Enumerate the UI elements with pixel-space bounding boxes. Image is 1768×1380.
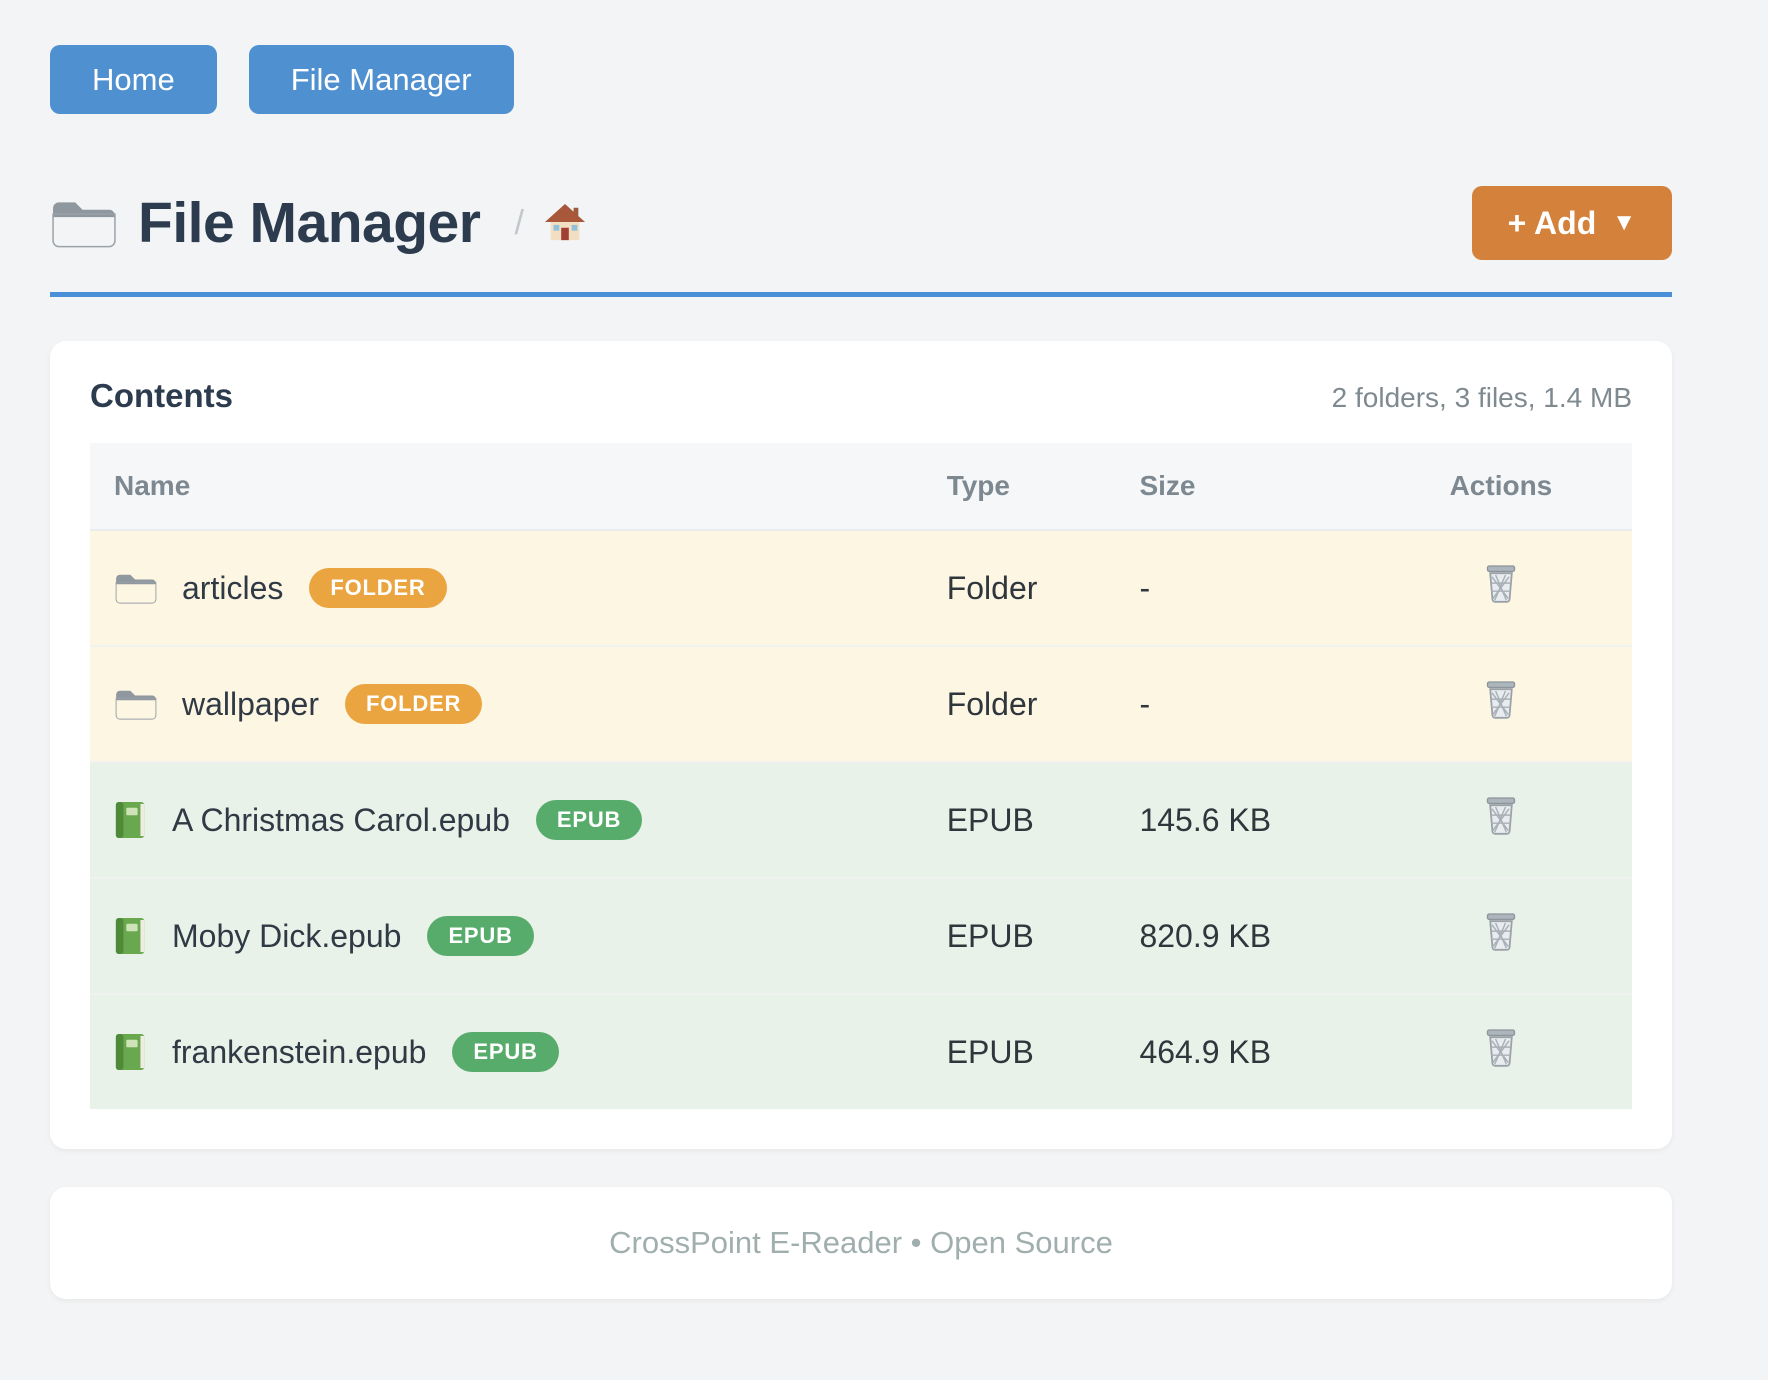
- contents-title: Contents: [90, 377, 233, 415]
- trash-icon: [1483, 1028, 1519, 1068]
- epub-badge: EPUB: [427, 916, 533, 956]
- folder-badge: FOLDER: [345, 684, 482, 724]
- folder-icon: [114, 570, 158, 606]
- folder-icon: [114, 686, 158, 722]
- chevron-down-icon: ▼: [1612, 211, 1636, 235]
- item-type: EPUB: [923, 762, 1116, 878]
- trash-icon: [1483, 912, 1519, 952]
- add-button[interactable]: + Add ▼: [1472, 186, 1672, 260]
- delete-button[interactable]: [1483, 1028, 1519, 1068]
- table-row: wallpaper FOLDER Folder -: [90, 646, 1632, 762]
- item-name-link[interactable]: articles: [182, 570, 283, 607]
- breadcrumb-separator: /: [514, 204, 523, 243]
- accent-rule: [50, 292, 1672, 297]
- folder-badge: FOLDER: [309, 568, 446, 608]
- nav-home-button[interactable]: Home: [50, 45, 217, 114]
- column-header-name: Name: [90, 443, 923, 530]
- nav-file-manager-button[interactable]: File Manager: [249, 45, 514, 114]
- folder-icon: [50, 195, 118, 251]
- home-breadcrumb-icon[interactable]: [544, 203, 586, 243]
- delete-button[interactable]: [1483, 680, 1519, 720]
- file-manager-page: Home File Manager File Manager / + Add ▼…: [0, 0, 1768, 1299]
- column-header-type: Type: [923, 443, 1116, 530]
- item-name-link[interactable]: A Christmas Carol.epub: [172, 802, 510, 839]
- trash-icon: [1483, 564, 1519, 604]
- epub-badge: EPUB: [452, 1032, 558, 1072]
- footer: CrossPoint E-Reader • Open Source: [50, 1187, 1672, 1299]
- contents-card-header: Contents 2 folders, 3 files, 1.4 MB: [90, 377, 1632, 415]
- table-row: articles FOLDER Folder -: [90, 530, 1632, 646]
- epub-badge: EPUB: [536, 800, 642, 840]
- add-button-label: + Add: [1508, 207, 1597, 239]
- item-size: -: [1115, 646, 1369, 762]
- table-row: A Christmas Carol.epub EPUB EPUB 145.6 K…: [90, 762, 1632, 878]
- page-header: File Manager / + Add ▼: [50, 186, 1672, 260]
- page-title: File Manager: [138, 190, 480, 256]
- table-header-row: Name Type Size Actions: [90, 443, 1632, 530]
- column-header-actions: Actions: [1370, 443, 1632, 530]
- item-size: 820.9 KB: [1115, 878, 1369, 994]
- item-type: EPUB: [923, 994, 1116, 1109]
- footer-text: CrossPoint E-Reader • Open Source: [609, 1225, 1113, 1260]
- book-icon: [114, 1032, 148, 1072]
- trash-icon: [1483, 796, 1519, 836]
- contents-table: Name Type Size Actions articles FOLDER: [90, 443, 1632, 1109]
- item-name-link[interactable]: wallpaper: [182, 686, 319, 723]
- item-size: 464.9 KB: [1115, 994, 1369, 1109]
- delete-button[interactable]: [1483, 564, 1519, 604]
- item-type: Folder: [923, 646, 1116, 762]
- delete-button[interactable]: [1483, 912, 1519, 952]
- item-name-link[interactable]: frankenstein.epub: [172, 1034, 426, 1071]
- trash-icon: [1483, 680, 1519, 720]
- contents-summary: 2 folders, 3 files, 1.4 MB: [1332, 382, 1632, 414]
- item-size: -: [1115, 530, 1369, 646]
- contents-card: Contents 2 folders, 3 files, 1.4 MB Name…: [50, 341, 1672, 1149]
- book-icon: [114, 800, 148, 840]
- delete-button[interactable]: [1483, 796, 1519, 836]
- table-row: frankenstein.epub EPUB EPUB 464.9 KB: [90, 994, 1632, 1109]
- item-type: EPUB: [923, 878, 1116, 994]
- top-nav: Home File Manager: [50, 45, 1672, 114]
- item-name-link[interactable]: Moby Dick.epub: [172, 918, 401, 955]
- item-size: 145.6 KB: [1115, 762, 1369, 878]
- table-row: Moby Dick.epub EPUB EPUB 820.9 KB: [90, 878, 1632, 994]
- title-group: File Manager /: [50, 190, 586, 256]
- column-header-size: Size: [1115, 443, 1369, 530]
- item-type: Folder: [923, 530, 1116, 646]
- book-icon: [114, 916, 148, 956]
